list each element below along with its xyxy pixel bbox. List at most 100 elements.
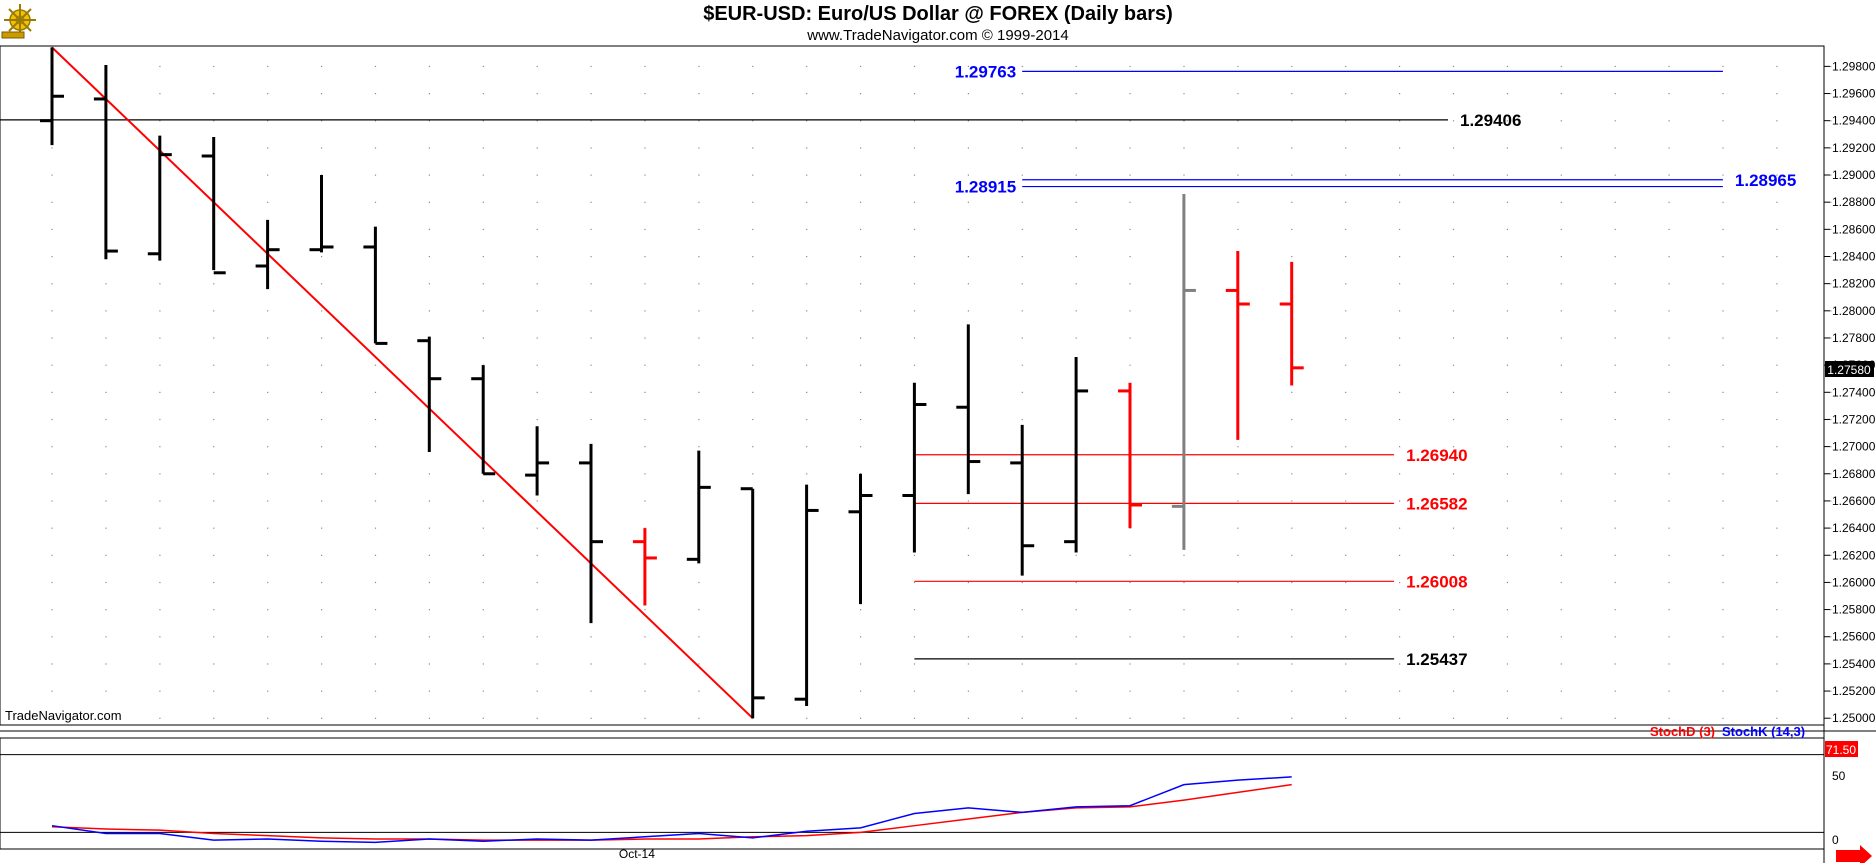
grid-dot — [536, 147, 538, 149]
grid-dot — [267, 554, 269, 556]
price-tick-label: 1.27800 — [1832, 331, 1876, 345]
grid-dot — [1345, 500, 1347, 502]
grid-dot — [913, 174, 916, 176]
grid-dot — [1506, 255, 1508, 258]
grid-dot — [482, 581, 484, 584]
grid-dot — [1560, 174, 1562, 176]
chart-title: $EUR-USD: Euro/US Dollar @ FOREX (Daily … — [703, 3, 1173, 25]
grid-dot — [1075, 201, 1077, 203]
grid-dot — [860, 690, 862, 692]
grid-dot — [1452, 174, 1455, 176]
grid-dot — [1668, 581, 1670, 584]
grid-dot — [1722, 446, 1724, 448]
grid-dot — [967, 147, 969, 149]
grid-dot — [159, 283, 161, 285]
grid-dot — [213, 418, 215, 421]
grid-dot — [374, 581, 377, 584]
grid-dot — [752, 337, 754, 339]
grid-dot — [913, 609, 916, 611]
grid-dot — [51, 473, 53, 475]
grid-dot — [967, 174, 969, 176]
grid-dot — [1614, 554, 1616, 556]
grid-dot — [1345, 283, 1347, 285]
grid-dot — [1506, 717, 1508, 719]
grid-dot — [1075, 310, 1077, 312]
grid-dot — [1668, 364, 1670, 366]
grid-dot — [536, 65, 538, 68]
grid-dot — [1021, 609, 1023, 611]
grid-dot — [860, 391, 862, 393]
grid-dot — [1129, 310, 1131, 312]
grid-dot — [1668, 147, 1670, 149]
grid-dot — [806, 147, 808, 149]
grid-dot — [1722, 120, 1724, 122]
grid-dot — [536, 255, 538, 258]
grid-dot — [321, 446, 323, 448]
grid-dot — [1237, 473, 1239, 475]
grid-dot — [698, 364, 700, 366]
grid-dot — [105, 609, 107, 611]
ohlc-bar — [1279, 261, 1304, 386]
grid-dot — [1237, 174, 1239, 176]
grid-dot — [1399, 554, 1401, 556]
grid-dot — [860, 717, 862, 719]
grid-dot — [1345, 527, 1347, 529]
grid-dot — [590, 364, 592, 366]
grid-dot — [1399, 93, 1401, 95]
ship-wheel-logo-icon[interactable] — [1, 4, 36, 39]
grid-dot — [374, 65, 377, 68]
grid-dot — [644, 636, 646, 638]
grid-dot — [1183, 147, 1185, 149]
ohlc-bar — [309, 175, 334, 253]
grid-dot — [860, 120, 862, 122]
grid-dot — [428, 174, 430, 176]
grid-dot — [698, 120, 700, 122]
grid-dot — [1183, 174, 1185, 176]
grid-dot — [1399, 609, 1401, 611]
grid-dot — [1291, 527, 1293, 529]
ohlc-bar — [525, 426, 550, 496]
grid-dot — [644, 310, 646, 312]
grid-dot — [213, 636, 215, 638]
grid-dot — [482, 554, 484, 556]
grid-dot — [1830, 337, 1832, 339]
grid-dot — [1560, 581, 1562, 584]
grid-dot — [1291, 636, 1293, 638]
price-tick-label: 1.29000 — [1832, 168, 1876, 182]
grid-dot — [1614, 120, 1616, 122]
grid-dot — [1345, 554, 1347, 556]
grid-dot — [51, 527, 53, 529]
grid-dot — [1830, 527, 1832, 529]
grid-dot — [1129, 228, 1131, 231]
grid-dot — [1830, 228, 1832, 231]
grid-dot — [536, 609, 538, 611]
grid-dot — [1345, 228, 1347, 231]
grid-dot — [482, 527, 484, 529]
price-tick-label: 1.26200 — [1832, 548, 1876, 562]
grid-dot — [213, 446, 215, 448]
grid-dot — [267, 527, 269, 529]
grid-dot — [1722, 690, 1724, 692]
grid-dot — [1668, 310, 1670, 312]
grid-dot — [644, 609, 646, 611]
stoch-series-line — [51, 783, 1292, 841]
grid-dot — [590, 201, 592, 203]
grid-dot — [1399, 310, 1401, 312]
grid-dot — [51, 446, 53, 448]
grid-dot — [1345, 255, 1347, 258]
grid-dot — [374, 418, 377, 421]
horizontal-levels: 1.29763 1.29406 1.28965 1.28915 1.26940 1.265… — [0, 62, 1796, 669]
level-label: 1.29406 — [1460, 111, 1521, 130]
grid-dot — [752, 174, 754, 176]
grid-dot — [428, 283, 430, 285]
grid-dot — [698, 255, 700, 258]
grid-dot — [321, 473, 323, 475]
grid-dot — [105, 527, 107, 529]
grid-dot — [1075, 690, 1077, 692]
scroll-right-arrow-icon[interactable] — [1836, 845, 1872, 867]
grid-dot — [860, 310, 862, 312]
grid-dot — [1129, 65, 1131, 68]
grid-dot — [1506, 690, 1508, 692]
grid-dot — [913, 690, 916, 692]
grid-dot — [536, 283, 538, 285]
